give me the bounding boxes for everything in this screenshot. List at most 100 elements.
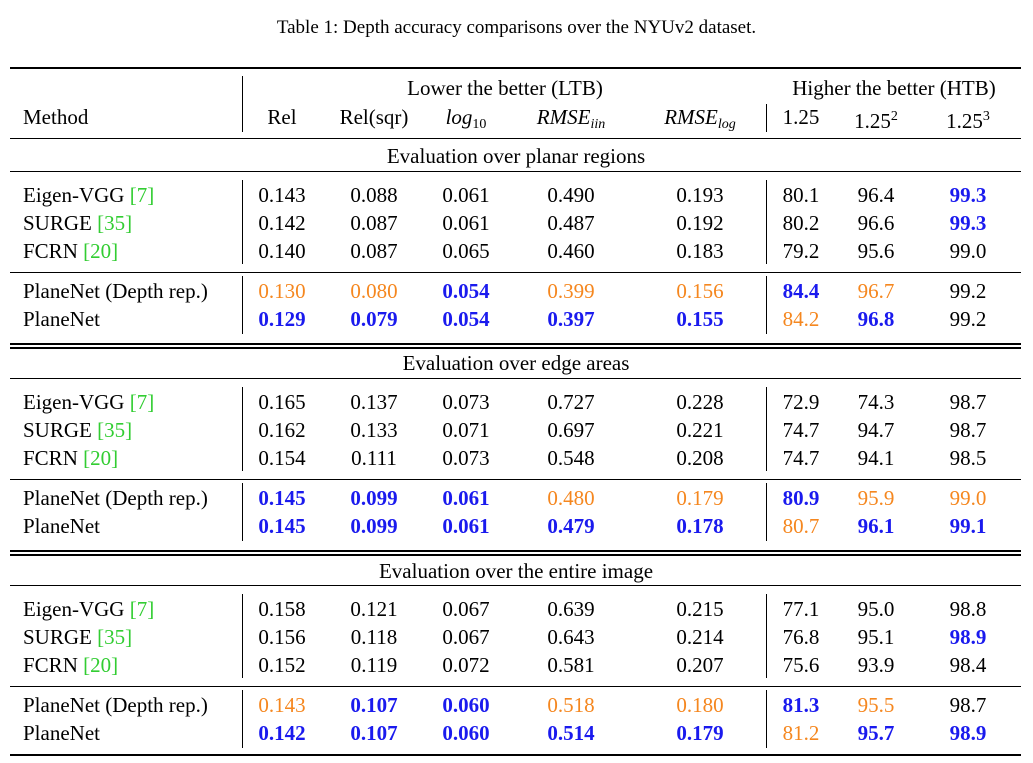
table-cell: 0.080: [350, 279, 398, 303]
table-cell: 98.9: [949, 625, 987, 649]
table-cell: 95.1: [857, 625, 895, 649]
table-cell: 0.480: [547, 486, 595, 510]
top-rule: [10, 67, 1021, 69]
table-cell: 74.7: [782, 418, 820, 442]
table-cell: 0.087: [350, 239, 398, 263]
table-cell: 0.487: [547, 211, 595, 235]
table-cell: 0.061: [442, 211, 490, 235]
method-header: Method: [23, 105, 89, 129]
method-name: PlaneNet: [23, 306, 100, 332]
col-rmse-iin-main: RMSE: [536, 105, 591, 129]
table-cell: 98.7: [949, 418, 987, 442]
table-cell: 96.8: [857, 307, 895, 331]
table-cell: 95.9: [857, 486, 895, 510]
table-cell: 0.397: [547, 307, 595, 331]
table-cell: 0.165: [258, 390, 306, 414]
table-cell: 81.3: [782, 693, 820, 717]
table-cell: 98.5: [949, 446, 987, 470]
table-cell: 0.460: [547, 239, 595, 263]
method-label: PlaneNet: [23, 514, 100, 538]
vline-htb: [766, 387, 767, 471]
vline-htb: [766, 276, 767, 334]
table-cell: 0.162: [258, 418, 306, 442]
col-log10-main: log: [445, 105, 473, 129]
table-cell: 0.142: [258, 211, 306, 235]
method-label: Eigen-VGG: [23, 390, 130, 414]
table-cell: 0.060: [442, 721, 490, 745]
table-cell: 74.3: [857, 390, 895, 414]
table-cell: 80.1: [782, 183, 820, 207]
section-rule: [10, 686, 1021, 687]
table-cell: 99.2: [949, 307, 987, 331]
table-cell: 0.479: [547, 514, 595, 538]
vline-method: [242, 180, 243, 264]
table-cell: 0.054: [442, 307, 490, 331]
table-cell: 98.4: [949, 653, 987, 677]
col-log10-sub: 10: [472, 117, 487, 132]
vline-method: [242, 483, 243, 541]
table-cell: 76.8: [782, 625, 820, 649]
table-cell: 0.079: [350, 307, 398, 331]
col-rmse-log-main: RMSE: [664, 105, 718, 129]
table-cell: 96.1: [857, 514, 895, 538]
section-rule: [10, 171, 1021, 172]
table-cell: 0.140: [258, 239, 306, 263]
table-cell: 0.065: [442, 239, 490, 263]
table-cell: 0.183: [676, 239, 724, 263]
table-cell: 0.490: [547, 183, 595, 207]
header-vline-method: [242, 76, 243, 132]
table-cell: 98.7: [949, 390, 987, 414]
table-cell: 0.518: [547, 693, 595, 717]
table-cell: 0.155: [676, 307, 724, 331]
table-cell: 93.9: [857, 653, 895, 677]
table-cell: 95.0: [857, 597, 895, 621]
table-cell: 0.060: [442, 693, 490, 717]
method-label: FCRN: [23, 239, 84, 263]
col-delta3: 1.253: [946, 104, 990, 134]
method-label: FCRN: [23, 653, 84, 677]
citation-ref: [35]: [97, 211, 133, 235]
method-name: SURGE [35]: [23, 624, 132, 650]
table-cell: 99.3: [949, 211, 987, 235]
method-name: FCRN [20]: [23, 238, 118, 264]
table-cell: 0.142: [258, 721, 306, 745]
table-cell: 0.107: [350, 721, 398, 745]
table-cell: 99.3: [949, 183, 987, 207]
table-cell: 0.061: [442, 514, 490, 538]
table-cell: 0.158: [258, 597, 306, 621]
table-cell: 0.099: [350, 486, 398, 510]
method-name: PlaneNet: [23, 513, 100, 539]
table-cell: 84.2: [782, 307, 820, 331]
col-delta1: 1.25: [782, 105, 820, 129]
table-cell: 0.130: [258, 279, 306, 303]
vline-htb: [766, 594, 767, 678]
section-rule: [10, 479, 1021, 480]
table-cell: 0.214: [676, 625, 724, 649]
ltb-group-label: Lower the better (LTB): [407, 76, 603, 100]
table-cell: 0.152: [258, 653, 306, 677]
method-name: PlaneNet (Depth rep.): [23, 692, 208, 718]
citation-ref: [7]: [129, 597, 155, 621]
col-delta3-sup: 3: [982, 109, 990, 124]
col-rmse-log-sub: log: [717, 117, 736, 132]
method-name: Eigen-VGG [7]: [23, 596, 154, 622]
table-cell: 99.1: [949, 514, 987, 538]
table-cell: 0.087: [350, 211, 398, 235]
table-cell: 98.9: [949, 721, 987, 745]
col-delta2-sup: 2: [890, 109, 898, 124]
method-label: PlaneNet (Depth rep.): [23, 279, 208, 303]
table-cell: 95.7: [857, 721, 895, 745]
table-cell: 0.215: [676, 597, 724, 621]
col-delta2: 1.252: [854, 104, 898, 134]
table-cell: 96.7: [857, 279, 895, 303]
method-label: PlaneNet: [23, 721, 100, 745]
col-delta2-main: 1.25: [854, 109, 891, 133]
table-cell: 0.180: [676, 693, 724, 717]
col-log10: log10: [446, 104, 487, 138]
table-cell: 94.1: [857, 446, 895, 470]
vline-method: [242, 594, 243, 678]
table-cell: 0.156: [258, 625, 306, 649]
table-cell: 98.7: [949, 693, 987, 717]
method-label: SURGE: [23, 418, 98, 442]
table-cell: 0.145: [258, 514, 306, 538]
